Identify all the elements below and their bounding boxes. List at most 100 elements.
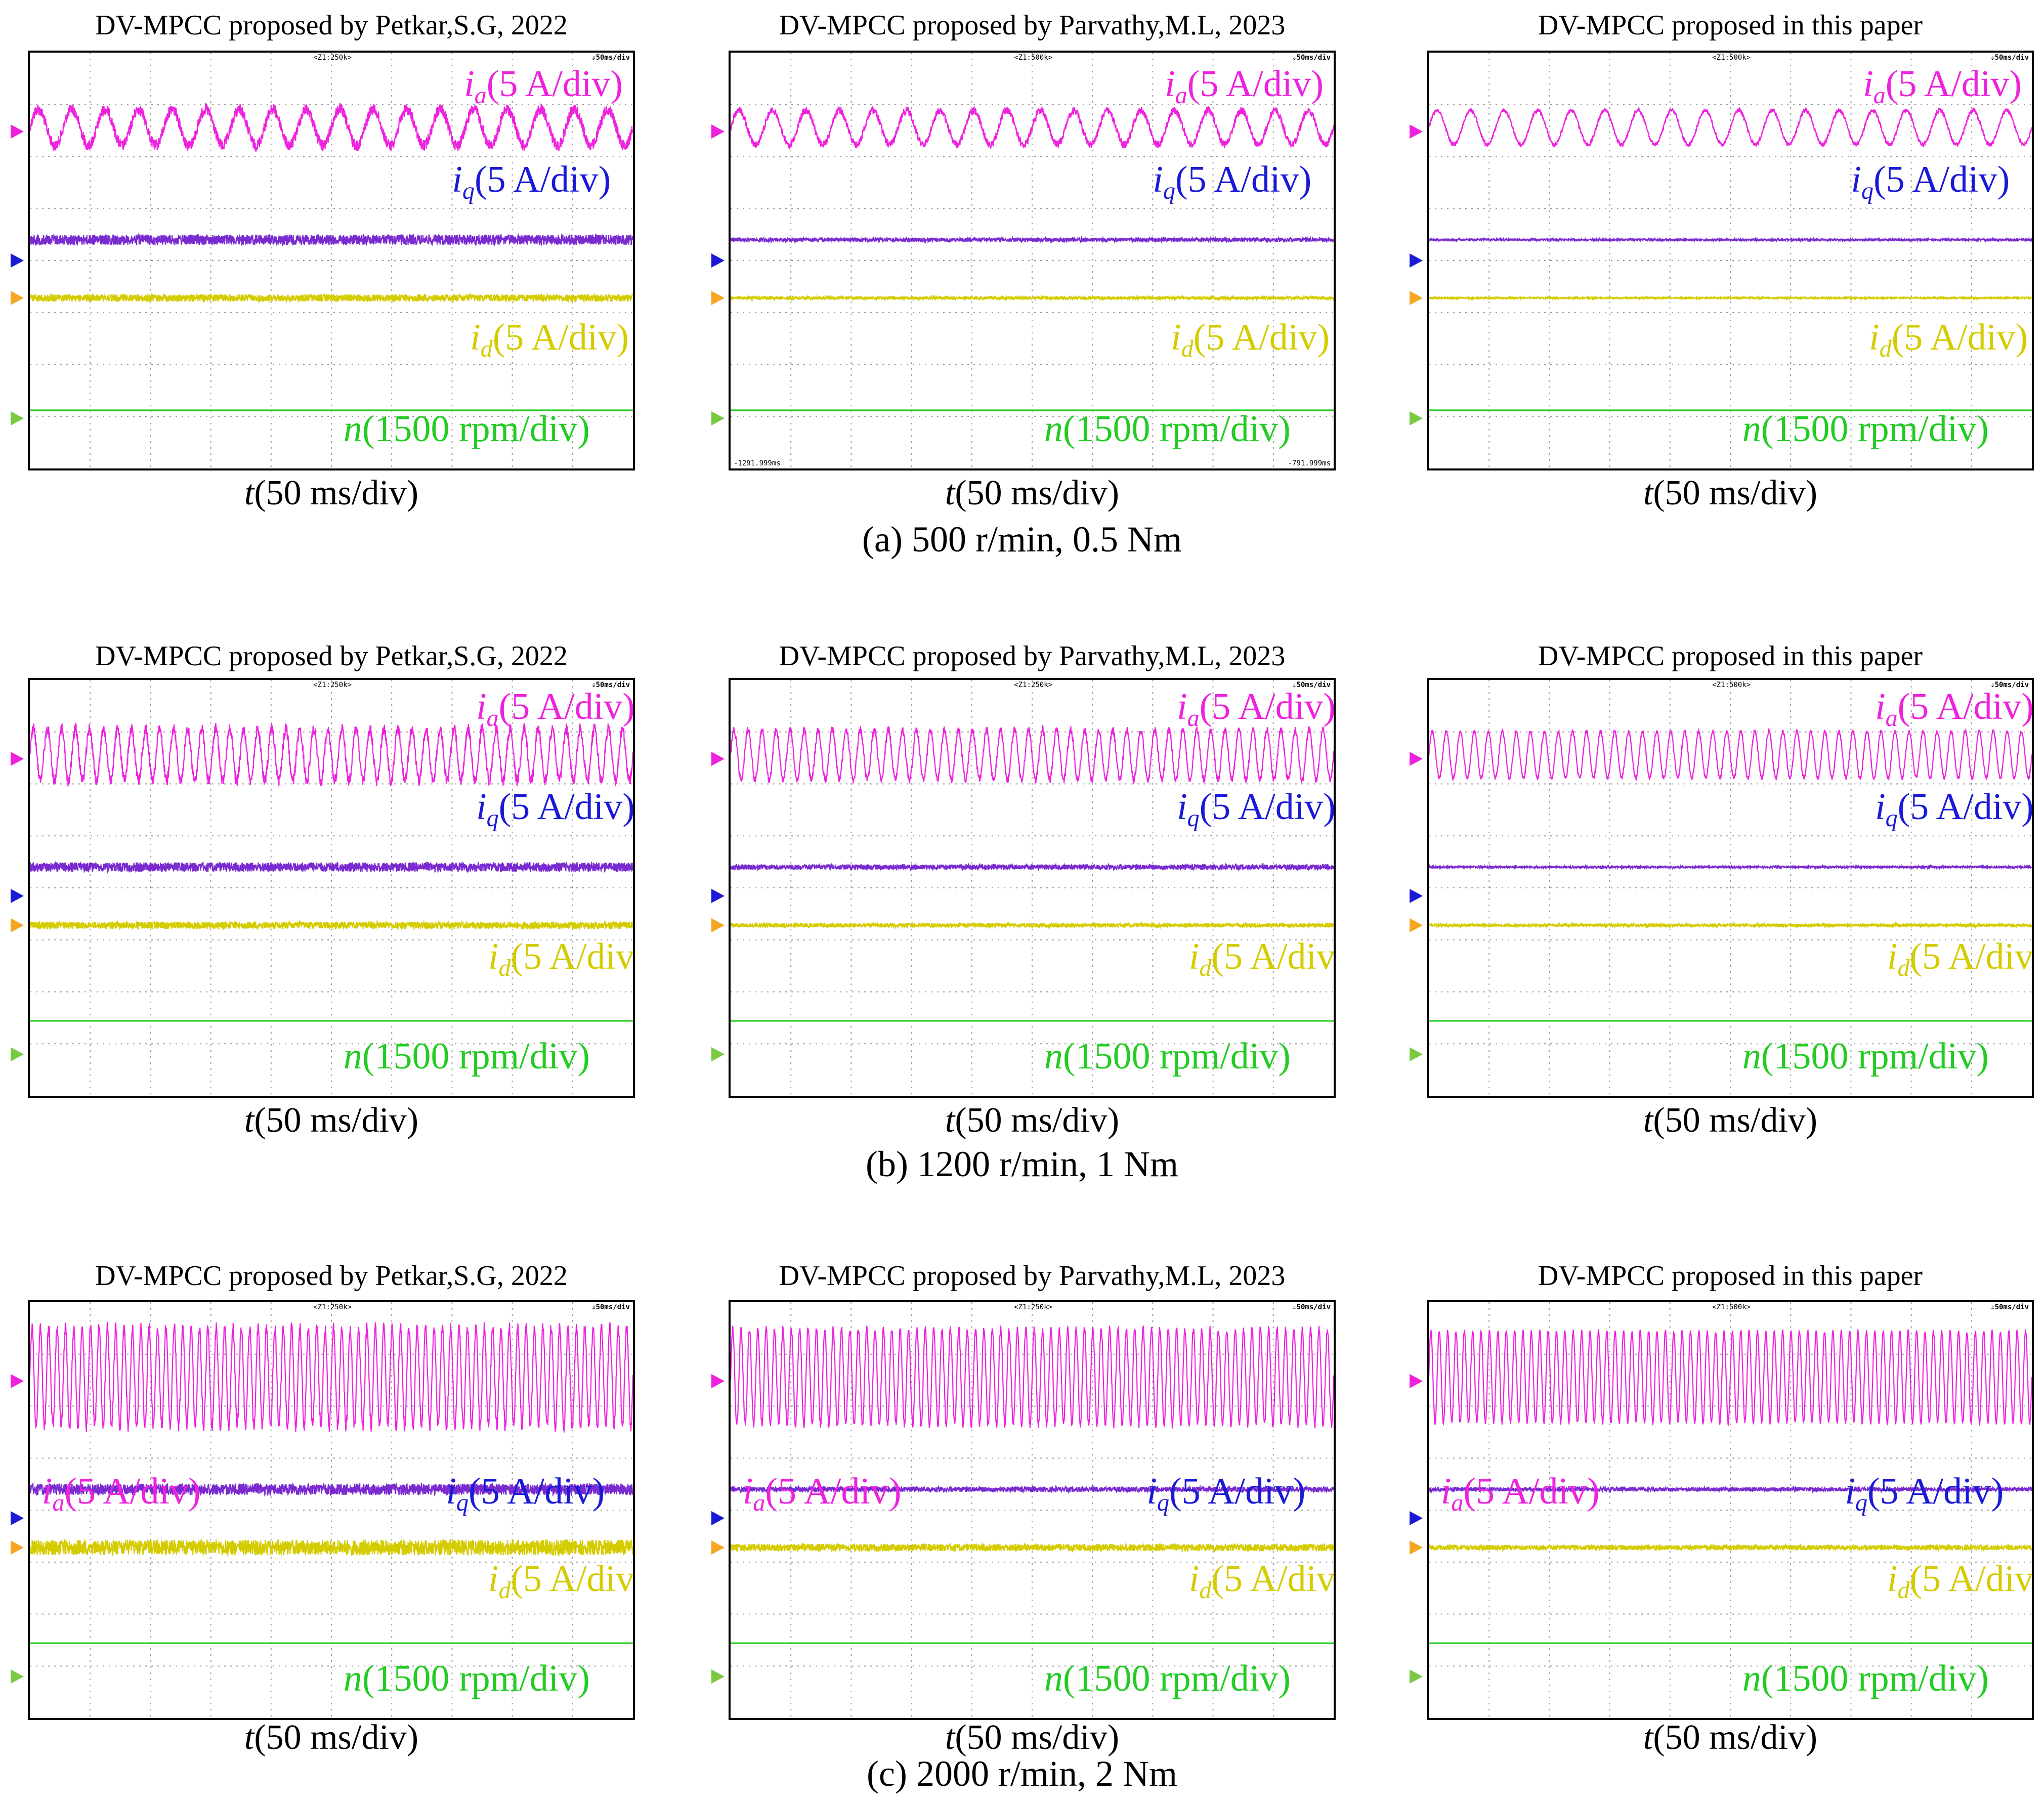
n-marker-icon [11,1047,24,1061]
iq-label-subscript: q [486,804,499,832]
scope-zoom-label: <Z1:250k> [313,1303,352,1311]
ia-marker-icon [711,752,725,766]
id-label-unit: (5 A/div) [492,317,629,359]
id-label-subscript: d [1879,335,1892,363]
iq-label-symbol: i [1845,1471,1856,1513]
oscilloscope-panel: <Z1:250k> ⇓50ms/div ia(5 A/div) iq(5 A/div)… [729,678,1336,1098]
scope-traces [30,53,633,468]
id-label: id(5 A/div) [1869,319,2028,361]
iq-trace [30,233,633,247]
id-trace [731,1541,1334,1554]
time-symbol: t [945,1718,955,1757]
iq-label: iq(5 A/div) [446,1473,605,1515]
ia-label-unit: (5 A/div) [498,686,635,728]
iq-label-symbol: i [1851,158,1861,200]
iq-label-subscript: q [1163,177,1175,204]
panel-title: DV-MPCC proposed by Petkar,S.G, 2022 [95,10,568,41]
id-label-symbol: i [1887,935,1898,977]
ia-label-unit: (5 A/div) [1463,1471,1600,1513]
id-label-unit: (5 A/div) [1909,935,2034,977]
ia-label-symbol: i [41,1471,53,1513]
scope-scale-label: ⇓50ms/div [1990,681,2029,689]
iq-label-unit: (5 A/div) [1175,158,1312,200]
ia-label-subscript: a [52,1489,65,1517]
ia-marker-icon [1410,124,1423,139]
scope-zoom-label: <Z1:500k> [1712,54,1751,62]
panel-title: DV-MPCC proposed by Parvathy,M.L, 2023 [779,640,1286,672]
iq-trace [30,1482,633,1497]
n-marker-icon [1410,1669,1423,1684]
iq-trace [731,1484,1334,1494]
id-label: id(5 A/div) [1189,1560,1334,1603]
ia-label-subscript: a [1451,1489,1464,1517]
iq-label-unit: (5 A/div) [1199,786,1336,828]
iq-label: iq(5 A/div) [1845,1473,2004,1515]
id-label-symbol: i [1188,935,1200,977]
ia-label-unit: (5 A/div) [1885,63,2022,105]
ia-label-symbol: i [1165,63,1175,105]
n-label-unit: (1500 rpm/div) [1062,408,1291,450]
scope-grid [731,1302,1334,1718]
scope-zoom-label: <Z1:250k> [313,54,352,62]
time-unit: (50 ms/div) [1653,474,1818,512]
ia-label-symbol: i [1875,686,1886,728]
id-label-symbol: i [470,317,481,359]
scope-scale-label: ⇓50ms/div [1292,1303,1331,1311]
n-label: n(1500 rpm/div) [1742,1038,1989,1075]
id-trace [731,294,1334,302]
ia-label-symbol: i [1440,1471,1452,1513]
n-label-unit: (1500 rpm/div) [1062,1035,1291,1077]
id-label: id(5 A/div) [1887,935,2034,981]
iq-label-subscript: q [1187,804,1200,832]
ia-trace [1429,727,2032,782]
time-symbol: t [1643,1101,1653,1140]
id-trace [30,920,633,931]
n-label: n(1500 rpm/div) [344,410,590,448]
panel-title: DV-MPCC proposed by Petkar,S.G, 2022 [95,1260,568,1292]
time-axis-label: t(50 ms/div) [945,1720,1119,1755]
n-label-unit: (1500 rpm/div) [1761,1035,1989,1077]
oscilloscope-panel: <Z1:500k> ⇓50ms/div ia(5 A/div) iq(5 A/div)… [1427,51,2034,470]
id-label-subscript: d [1199,954,1212,981]
oscilloscope-panel: <Z1:250k> ⇓50ms/div ia(5 A/div) iq(5 A/div)… [28,1300,635,1720]
scope-scale-label: ⇓50ms/div [591,54,630,62]
iq-marker-icon [711,253,725,268]
id-label-symbol: i [1887,1558,1898,1600]
ia-label: ia(5 A/div) [1165,65,1324,108]
n-label: n(1500 rpm/div) [344,1660,590,1697]
ia-label-unit: (5 A/div) [64,1471,201,1513]
n-label-symbol: n [1044,1657,1063,1699]
iq-label-subscript: q [1885,804,1898,832]
iq-label-unit: (5 A/div) [498,786,635,828]
ia-label-symbol: i [476,686,487,728]
scope-traces [1429,53,2032,468]
time-symbol: t [945,1101,955,1140]
id-label: id(5 A/div) [488,1558,635,1604]
n-marker-icon [711,1047,725,1061]
ia-trace [1429,1328,2032,1427]
iq-label-symbol: i [1875,786,1886,828]
n-label-symbol: n [343,1657,362,1699]
n-label-unit: (1500 rpm/div) [1062,1657,1291,1699]
n-marker-icon [711,411,725,426]
ia-marker-icon [711,1374,725,1389]
iq-trace [731,235,1334,244]
iq-marker-icon [11,889,24,904]
id-label-unit: (5 A/div) [510,1558,635,1600]
n-marker-icon [711,1669,725,1684]
id-label-subscript: d [498,1576,511,1604]
ia-marker-icon [1410,752,1423,766]
time-unit: (50 ms/div) [1653,1101,1818,1140]
scope-grid [30,680,633,1096]
id-marker-icon [11,1540,24,1555]
ia-label: ia(5 A/div) [464,65,623,108]
id-label-symbol: i [1869,317,1880,359]
id-label-unit: (5 A/div) [510,935,635,977]
time-axis-label: t(50 ms/div) [244,476,418,511]
id-label-subscript: d [1897,954,1910,981]
id-label-symbol: i [1171,317,1181,359]
scope-footer-left: -1291.999ms [734,459,781,467]
id-trace [1429,295,2032,301]
panel-title: DV-MPCC proposed by Parvathy,M.L, 2023 [779,10,1286,41]
n-marker-icon [11,411,24,426]
